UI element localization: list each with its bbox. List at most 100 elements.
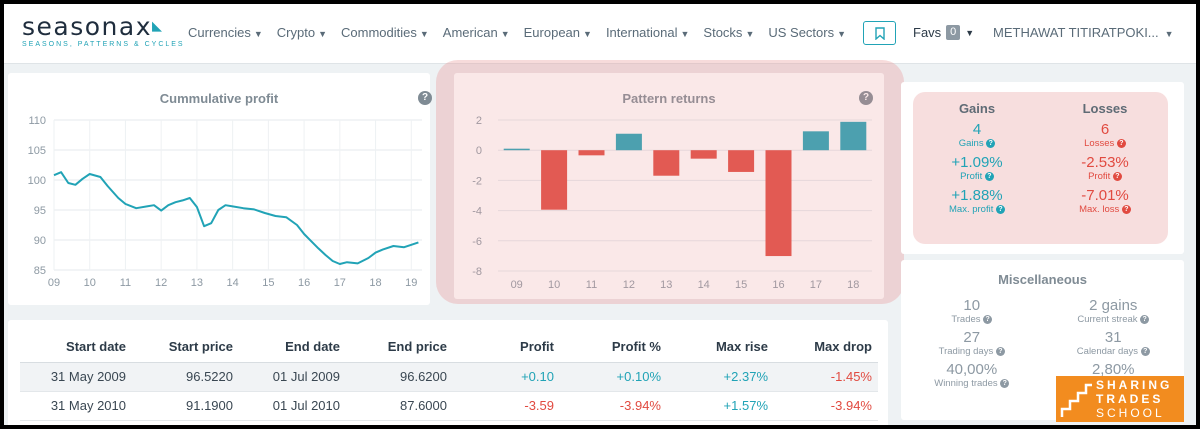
app-frame: seasonax◣ SEASONS, PATTERNS & CYCLES Cur… [4,4,1196,425]
col-profit[interactable]: Profit [453,332,560,363]
gains-profit: +1.09% [951,154,1003,171]
help-icon[interactable]: ? [859,91,873,105]
table-row[interactable]: 31 May 2009 96.5220 01 Jul 2009 96.6200 … [20,362,878,392]
cell-max-drop: -1.45% [774,362,878,392]
x-tick-label: 19 [405,277,417,289]
watermark-line-1: SHARING [1096,378,1173,392]
cell-max-rise: +1.57% [667,391,774,421]
losses-count-label: Losses ? [1041,138,1169,149]
col-max-drop[interactable]: Max drop [774,332,878,363]
caret-down-icon: ▼ [965,27,975,38]
help-icon[interactable]: ? [1140,314,1150,324]
col-max-rise[interactable]: Max rise [667,332,774,363]
x-tick-label: 18 [847,279,859,291]
help-icon[interactable]: ? [995,346,1005,356]
y-tick-label: 90 [34,235,46,247]
gains-count: 4 [972,121,982,138]
table-row[interactable]: 31 May 2010 91.1900 01 Jul 2010 87.6000 … [20,391,878,421]
x-tick-label: 10 [548,279,560,291]
miscellaneous-panel: Miscellaneous 10 Trades ? 2 gains Curren… [901,260,1184,420]
misc-winning-trades: 40,00% Winning trades ? [901,362,1043,390]
losses-heading: Losses [1082,101,1128,116]
x-tick-label: 09 [511,279,523,291]
cumulative-profit-title: Cummulative profit [159,91,279,106]
misc-grid: 10 Trades ? 2 gains Current streak ? 27 … [901,298,1184,390]
help-icon[interactable]: ? [983,314,993,324]
col-profit-pct[interactable]: Profit % [560,332,667,363]
x-tick-label: 18 [369,277,381,289]
nav-american[interactable]: American ▼ [442,25,510,40]
misc-current-streak: 2 gains Current streak ? [1043,298,1185,326]
bar-10 [541,150,568,210]
cell-profit: -3.59 [453,391,560,421]
bar-12 [615,133,642,151]
help-icon[interactable]: ? [1121,204,1131,214]
cell-profit-pct: -3.94% [560,391,667,421]
misc-trading-days: 27 Trading days ? [901,330,1043,358]
y-tick-label: -2 [472,175,482,187]
user-name: METHAWAT TITIRATPOKI... [993,25,1159,40]
cell-start-price: 91.1900 [132,391,239,421]
cell-profit-pct: +0.10% [560,362,667,392]
misc-extra-stat: 2,80% [1043,362,1185,390]
help-icon[interactable]: ? [996,204,1005,214]
cell-max-drop: -3.94% [774,391,878,421]
caret-down-icon: ▼ [583,29,592,39]
misc-streak-value: 2 gains [1089,297,1138,314]
misc-trades: 10 Trades ? [901,298,1043,326]
user-menu[interactable]: METHAWAT TITIRATPOKI... ▼ [993,25,1174,40]
losses-max-loss: -7.01% [1081,187,1129,204]
col-end-price[interactable]: End price [346,332,453,363]
losses-count: 6 [1100,121,1110,138]
profit-line [53,171,419,265]
bar-16 [765,150,792,257]
x-tick-label: 14 [698,279,710,291]
caret-down-icon: ▼ [253,29,263,39]
favs-count-badge: 0 [946,25,961,40]
help-icon[interactable]: ? [1000,378,1010,388]
help-icon[interactable]: ? [1140,346,1150,356]
x-tick-label: 15 [262,277,274,289]
gains-losses-box: Gains 4 Gains ? +1.09% Profit ? +1.88% M… [913,92,1168,244]
bookmark-button[interactable] [863,21,896,45]
misc-trades-label: Trades ? [901,314,1043,326]
pattern-returns-panel: Pattern returns ? 2 0 -2 -4 -6 -8 09 10 11 12 13 14… [454,73,884,299]
caret-down-icon: ▼ [837,29,847,39]
y-tick-label: 105 [28,145,46,157]
y-tick-label: -8 [472,266,482,278]
help-icon[interactable]: ? [986,138,996,148]
help-icon[interactable]: ? [1112,171,1122,181]
top-header: seasonax◣ SEASONS, PATTERNS & CYCLES Cur… [4,4,1196,64]
col-end-date[interactable]: End date [239,332,346,363]
nav-european[interactable]: European ▼ [523,25,592,40]
pattern-returns-title: Pattern returns [622,91,716,106]
sharing-trades-school-logo: SHARING TRADES SCHOOL [1056,376,1184,422]
x-tick-label: 17 [810,279,822,291]
col-start-date[interactable]: Start date [20,332,132,363]
nav-international[interactable]: International ▼ [605,25,690,40]
nav-crypto[interactable]: Crypto ▼ [276,25,327,40]
caret-down-icon: ▼ [1164,29,1174,39]
main-nav: Currencies ▼ Crypto ▼ Commodities ▼ America… [188,25,860,40]
help-icon[interactable]: ? [1116,138,1126,148]
bar-14 [690,150,717,159]
nav-us-sectors[interactable]: US Sectors ▼ [768,25,847,40]
x-tick-label: 11 [120,277,131,289]
help-icon[interactable]: ? [984,171,994,181]
gains-max-profit: +1.88% [951,187,1003,204]
x-tick-label: 14 [227,277,239,289]
help-icon[interactable]: ? [418,91,432,105]
x-tick-label: 12 [623,279,635,291]
nav-stocks[interactable]: Stocks ▼ [703,25,755,40]
logo[interactable]: seasonax◣ SEASONS, PATTERNS & CYCLES [22,14,185,49]
logo-tagline: SEASONS, PATTERNS & CYCLES [22,41,185,48]
nav-commodities[interactable]: Commodities ▼ [341,25,429,40]
gains-max-profit-label: Max. profit ? [913,204,1041,215]
favs-dropdown[interactable]: Favs 0 ▼ [913,25,974,40]
favs-label: Favs [913,25,942,40]
col-start-price[interactable]: Start price [132,332,239,363]
nav-currencies[interactable]: Currencies ▼ [188,25,263,40]
cell-start-date: 31 May 2010 [20,391,132,421]
gains-column: Gains 4 Gains ? +1.09% Profit ? +1.88% M… [913,92,1041,221]
table-header-row: Start date Start price End date End pric… [20,332,878,363]
